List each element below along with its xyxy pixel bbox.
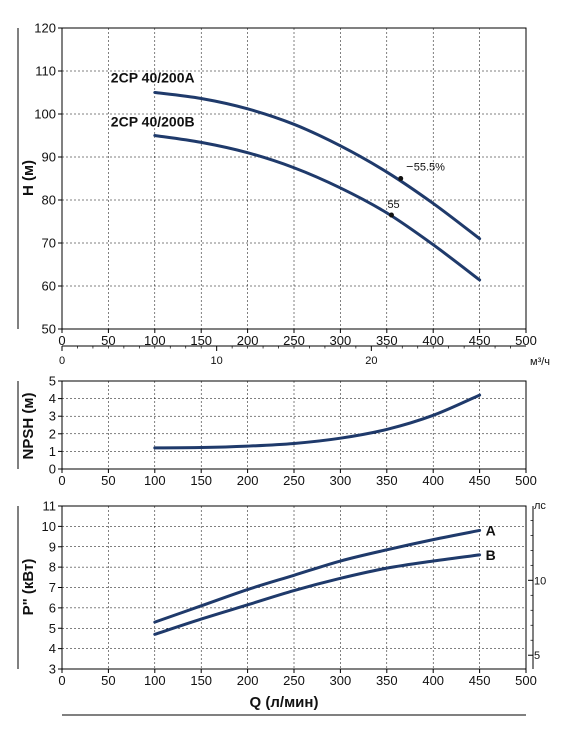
x-tick-label: 200 [237, 673, 259, 688]
series-line-2 [153, 134, 482, 282]
annotation-label-2: 55 [387, 199, 399, 211]
y-tick-label: 11 [43, 499, 57, 514]
curve-label-b: 2CP 40/200B [111, 114, 195, 130]
x-tick-label: 100 [144, 333, 166, 348]
x-tick-label: 450 [469, 333, 491, 348]
x-tick-label: 150 [190, 473, 212, 488]
x-tick-label: 100 [144, 473, 166, 488]
x-tick-label: 500 [515, 673, 537, 688]
efficiency-point-2 [388, 212, 394, 218]
x-tick-label: 400 [422, 473, 444, 488]
x-tick-label: 150 [190, 333, 212, 348]
x-axis-title: Q (л/мин) [250, 694, 319, 711]
x-tick-label: 450 [469, 473, 491, 488]
secondary-y-axis-unit: лс [534, 500, 546, 512]
x-tick-label: 500 [515, 333, 537, 348]
series-line-2 [153, 553, 482, 636]
secondary-x-tick-label: 10 [211, 355, 223, 367]
y-tick-label: 4 [49, 641, 56, 656]
x-tick-label: 400 [422, 673, 444, 688]
y-tick-label: 5 [49, 374, 56, 389]
secondary-y-tick-label: 5 [534, 650, 540, 662]
y-tick-label: 3 [49, 409, 56, 424]
x-tick-label: 0 [58, 673, 65, 688]
y-tick-label: 8 [49, 560, 56, 575]
x-tick-label: 200 [237, 333, 259, 348]
x-tick-label: 350 [376, 333, 398, 348]
x-tick-label: 50 [101, 473, 115, 488]
y-tick-label: 4 [49, 391, 56, 406]
x-tick-label: 250 [283, 673, 305, 688]
y-tick-label: 50 [42, 322, 56, 337]
x-tick-label: 50 [101, 333, 115, 348]
y-tick-label: 6 [49, 600, 56, 615]
annotation-label-1: 55.5% [414, 162, 445, 174]
y-tick-label: 90 [42, 150, 56, 165]
efficiency-point-1 [398, 176, 404, 181]
curve-label-a: A [486, 522, 496, 538]
x-tick-label: 450 [469, 673, 491, 688]
series-line-1 [153, 393, 482, 450]
y-tick-label: 3 [49, 662, 56, 677]
y-tick-label: 10 [42, 519, 56, 534]
y-axis-title: P" (кВт) [20, 559, 37, 616]
y-tick-label: 60 [42, 279, 56, 294]
y-tick-label: 110 [35, 64, 56, 79]
y-axis-title: H (м) [20, 160, 37, 196]
y-tick-label: 2 [49, 426, 56, 441]
x-tick-label: 250 [283, 473, 305, 488]
x-tick-label: 100 [144, 673, 166, 688]
y-tick-label: 1 [49, 444, 56, 459]
secondary-x-axis-unit: м³/ч [530, 356, 550, 368]
secondary-x-tick-label: 0 [59, 355, 65, 367]
x-tick-label: 350 [376, 673, 398, 688]
x-tick-label: 350 [376, 473, 398, 488]
x-tick-label: 50 [101, 673, 115, 688]
y-tick-label: 100 [34, 107, 56, 122]
x-tick-label: 300 [330, 673, 352, 688]
series-line-1 [153, 528, 482, 624]
x-tick-label: 500 [515, 473, 537, 488]
x-tick-label: 400 [422, 333, 444, 348]
series-line-1 [153, 91, 482, 241]
curve-label-b: B [486, 547, 496, 563]
x-tick-label: 300 [330, 473, 352, 488]
x-tick-label: 250 [283, 333, 305, 348]
x-tick-label: 0 [58, 333, 65, 348]
y-tick-label: 9 [49, 539, 56, 554]
curve-label-a: 2CP 40/200A [111, 70, 195, 86]
y-tick-label: 7 [49, 580, 56, 595]
panel-3: 3 4 5 6 7 8 9 10 11 0 50 100 150 200 250 300 350 400 450 50… [17, 499, 546, 716]
y-tick-label: 0 [49, 462, 56, 477]
y-tick-label: 70 [42, 236, 56, 251]
secondary-y-tick-label: 10 [534, 575, 546, 587]
x-tick-label: 150 [190, 673, 212, 688]
x-tick-label: 300 [330, 333, 352, 348]
y-tick-label: 80 [42, 193, 56, 208]
y-tick-label: 5 [49, 621, 56, 636]
y-axis-title: NPSH (м) [20, 393, 37, 460]
x-tick-label: 0 [58, 473, 65, 488]
secondary-x-tick-label: 20 [365, 355, 377, 367]
y-tick-label: 120 [34, 21, 56, 36]
x-tick-label: 200 [237, 473, 259, 488]
